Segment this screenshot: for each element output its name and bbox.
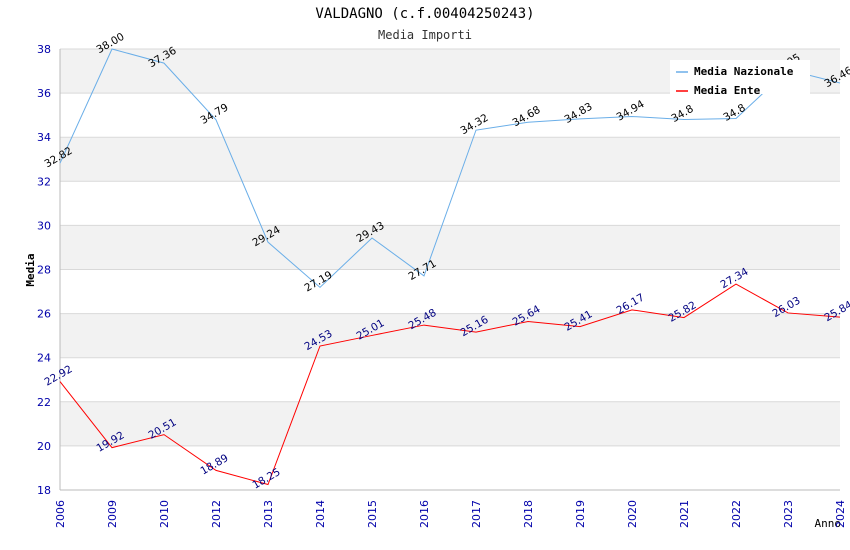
x-tick-label: 2022 [730,500,743,528]
x-tick-label: 2013 [262,500,275,528]
y-tick-label: 22 [37,396,51,409]
y-tick-label: 24 [37,352,51,365]
background-bands [60,49,840,446]
y-tick-label: 34 [37,131,51,144]
series-line-nazionale [59,48,841,289]
y-axis-ticks: 18 20 22 24 26 28 30 32 34 36 38 [37,43,51,497]
chart-title: VALDAGNO (c.f.00404250243) [315,6,534,22]
grid-band [60,137,840,182]
grid-band [60,313,840,358]
data-label-nazionale: 34.68 [510,104,542,129]
legend-label-nazionale: Media Nazionale [694,65,794,78]
x-axis-ticks: 2006 2009 2010 2012 2013 2014 2015 2016 2017 2018… [54,500,847,528]
y-tick-label: 26 [37,308,51,321]
grid-band [60,401,840,446]
x-tick-label: 2016 [418,500,431,528]
data-label-nazionale: 34.8 [669,103,695,125]
y-tick-label: 38 [37,43,51,56]
data-label-nazionale: 34.8 [721,102,747,124]
x-tick-label: 2021 [678,500,691,528]
x-tick-label: 2006 [54,500,67,528]
x-tick-label: 2024 [834,500,847,528]
data-label-nazionale: 34.94 [614,98,646,124]
y-tick-label: 36 [37,87,51,100]
x-tick-label: 2009 [106,500,119,528]
data-label-ente: 22.92 [42,363,74,388]
legend-label-ente: Media Ente [694,84,761,97]
y-axis-label: Media [24,253,37,286]
data-label-ente: 18.25 [250,466,282,491]
x-tick-label: 2020 [626,500,639,528]
x-tick-label: 2012 [210,500,223,528]
grid-band [60,225,840,270]
data-label-nazionale: 34.83 [562,101,594,126]
x-tick-label: 2015 [366,500,379,528]
series-line-ente [59,283,841,486]
x-tick-label: 2023 [782,500,795,528]
x-tick-label: 2018 [522,500,535,528]
y-tick-label: 28 [37,264,51,277]
legend-box [670,60,810,94]
x-axis-label: Anno [815,517,842,530]
legend: Media Nazionale Media Ente [670,60,810,97]
x-tick-label: 2014 [314,500,327,528]
y-tick-label: 18 [37,484,51,497]
data-label-ente: 18.89 [198,452,230,477]
data-label-nazionale: 27.19 [302,269,334,294]
y-tick-label: 30 [37,219,51,232]
series-lines [59,48,841,486]
y-tick-label: 32 [37,175,51,188]
y-tick-label: 20 [37,440,51,453]
x-tick-label: 2010 [158,500,171,528]
x-tick-label: 2019 [574,500,587,528]
x-tick-label: 2017 [470,500,483,528]
chart-subtitle: Media Importi [378,28,472,42]
